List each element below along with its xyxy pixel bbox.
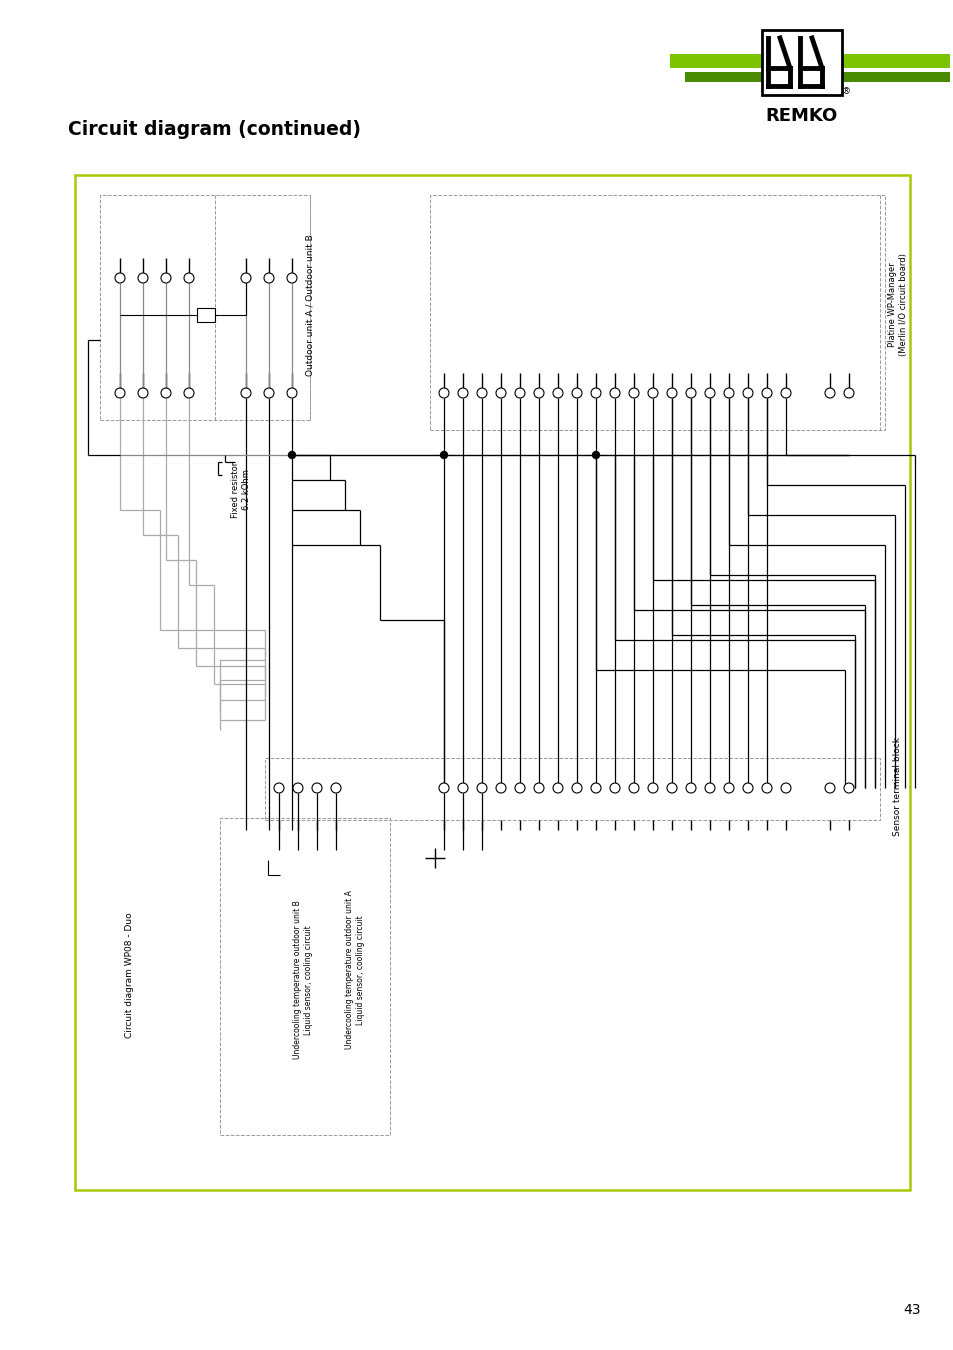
- Circle shape: [274, 783, 284, 792]
- Circle shape: [331, 783, 340, 792]
- Circle shape: [553, 783, 562, 792]
- Circle shape: [476, 387, 486, 398]
- Text: Circuit diagram (continued): Circuit diagram (continued): [68, 120, 360, 139]
- Text: Undercooling temperature outdoor unit B
Liquid sensor, cooling circuit: Undercooling temperature outdoor unit B …: [293, 900, 313, 1060]
- Circle shape: [824, 783, 834, 792]
- Circle shape: [115, 273, 125, 284]
- Circle shape: [723, 387, 733, 398]
- Circle shape: [685, 387, 696, 398]
- Circle shape: [476, 783, 486, 792]
- Circle shape: [553, 387, 562, 398]
- Circle shape: [161, 273, 171, 284]
- Circle shape: [592, 451, 598, 459]
- Circle shape: [438, 387, 449, 398]
- Bar: [196, 308, 214, 323]
- Circle shape: [184, 387, 193, 398]
- Circle shape: [496, 387, 505, 398]
- Bar: [220, 818, 390, 1135]
- Circle shape: [609, 387, 619, 398]
- Circle shape: [843, 387, 853, 398]
- Circle shape: [241, 273, 251, 284]
- Circle shape: [704, 783, 714, 792]
- Circle shape: [824, 387, 834, 398]
- Circle shape: [742, 387, 752, 398]
- Text: Undercooling temperature outdoor unit A
Liquid sensor, cooling circuit: Undercooling temperature outdoor unit A …: [345, 891, 364, 1049]
- Circle shape: [685, 783, 696, 792]
- Bar: [100, 194, 310, 420]
- Circle shape: [723, 783, 733, 792]
- Circle shape: [742, 783, 752, 792]
- Circle shape: [138, 387, 148, 398]
- Circle shape: [781, 783, 790, 792]
- Circle shape: [264, 273, 274, 284]
- Text: Circuit diagram WP08 - Duo: Circuit diagram WP08 - Duo: [126, 913, 134, 1038]
- Circle shape: [666, 387, 677, 398]
- Circle shape: [761, 387, 771, 398]
- Text: Fixed resistor
6.2 kOhm: Fixed resistor 6.2 kOhm: [231, 462, 251, 518]
- Circle shape: [761, 783, 771, 792]
- Circle shape: [647, 783, 658, 792]
- Circle shape: [264, 387, 274, 398]
- Circle shape: [138, 273, 148, 284]
- Text: ®: ®: [841, 88, 850, 96]
- Bar: [265, 757, 879, 819]
- Circle shape: [515, 783, 524, 792]
- Bar: [75, 176, 909, 1189]
- Circle shape: [704, 387, 714, 398]
- Circle shape: [647, 387, 658, 398]
- Bar: [761, 30, 841, 95]
- Circle shape: [781, 387, 790, 398]
- Circle shape: [534, 387, 543, 398]
- Circle shape: [287, 273, 296, 284]
- Text: Sensor terminal block: Sensor terminal block: [893, 737, 902, 837]
- Bar: [430, 194, 884, 431]
- Circle shape: [184, 273, 193, 284]
- Circle shape: [572, 387, 581, 398]
- Circle shape: [161, 387, 171, 398]
- Circle shape: [287, 387, 296, 398]
- Circle shape: [440, 451, 447, 459]
- Circle shape: [293, 783, 303, 792]
- Circle shape: [843, 783, 853, 792]
- Circle shape: [609, 783, 619, 792]
- Circle shape: [534, 783, 543, 792]
- Circle shape: [241, 387, 251, 398]
- Circle shape: [457, 387, 468, 398]
- Text: REMKO: REMKO: [765, 107, 838, 126]
- Circle shape: [496, 783, 505, 792]
- Text: 43: 43: [902, 1303, 920, 1318]
- Bar: [684, 72, 949, 82]
- Circle shape: [572, 783, 581, 792]
- Circle shape: [590, 387, 600, 398]
- Circle shape: [628, 387, 639, 398]
- Circle shape: [115, 387, 125, 398]
- Text: Outdoor unit A / Outdoor unit B: Outdoor unit A / Outdoor unit B: [305, 234, 314, 375]
- Circle shape: [515, 387, 524, 398]
- Text: Platine WP-Manager
(Merlin I/O circuit board): Platine WP-Manager (Merlin I/O circuit b…: [887, 254, 906, 356]
- Circle shape: [312, 783, 322, 792]
- Circle shape: [438, 783, 449, 792]
- Bar: [669, 54, 949, 68]
- Circle shape: [288, 451, 295, 459]
- Circle shape: [457, 783, 468, 792]
- Circle shape: [628, 783, 639, 792]
- Circle shape: [666, 783, 677, 792]
- Circle shape: [590, 783, 600, 792]
